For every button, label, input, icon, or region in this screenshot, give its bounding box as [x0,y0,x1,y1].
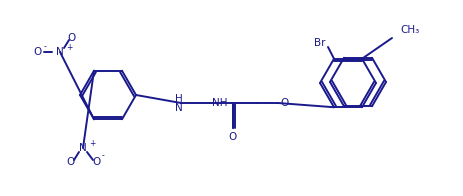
Text: O: O [67,157,75,167]
Text: O: O [279,98,288,108]
Text: H: H [175,94,182,104]
Text: NH: NH [212,98,227,108]
Text: Br: Br [313,38,325,48]
Text: -: - [101,152,104,161]
Text: CH₃: CH₃ [399,25,419,35]
Text: +: + [88,139,95,148]
Text: O: O [93,157,101,167]
Text: +: + [66,43,72,52]
Text: N: N [79,143,87,153]
Text: O: O [228,132,237,142]
Text: O: O [68,33,76,43]
Text: N: N [56,47,64,57]
Text: N: N [175,103,182,113]
Text: O: O [34,47,42,57]
Text: -: - [44,43,46,52]
